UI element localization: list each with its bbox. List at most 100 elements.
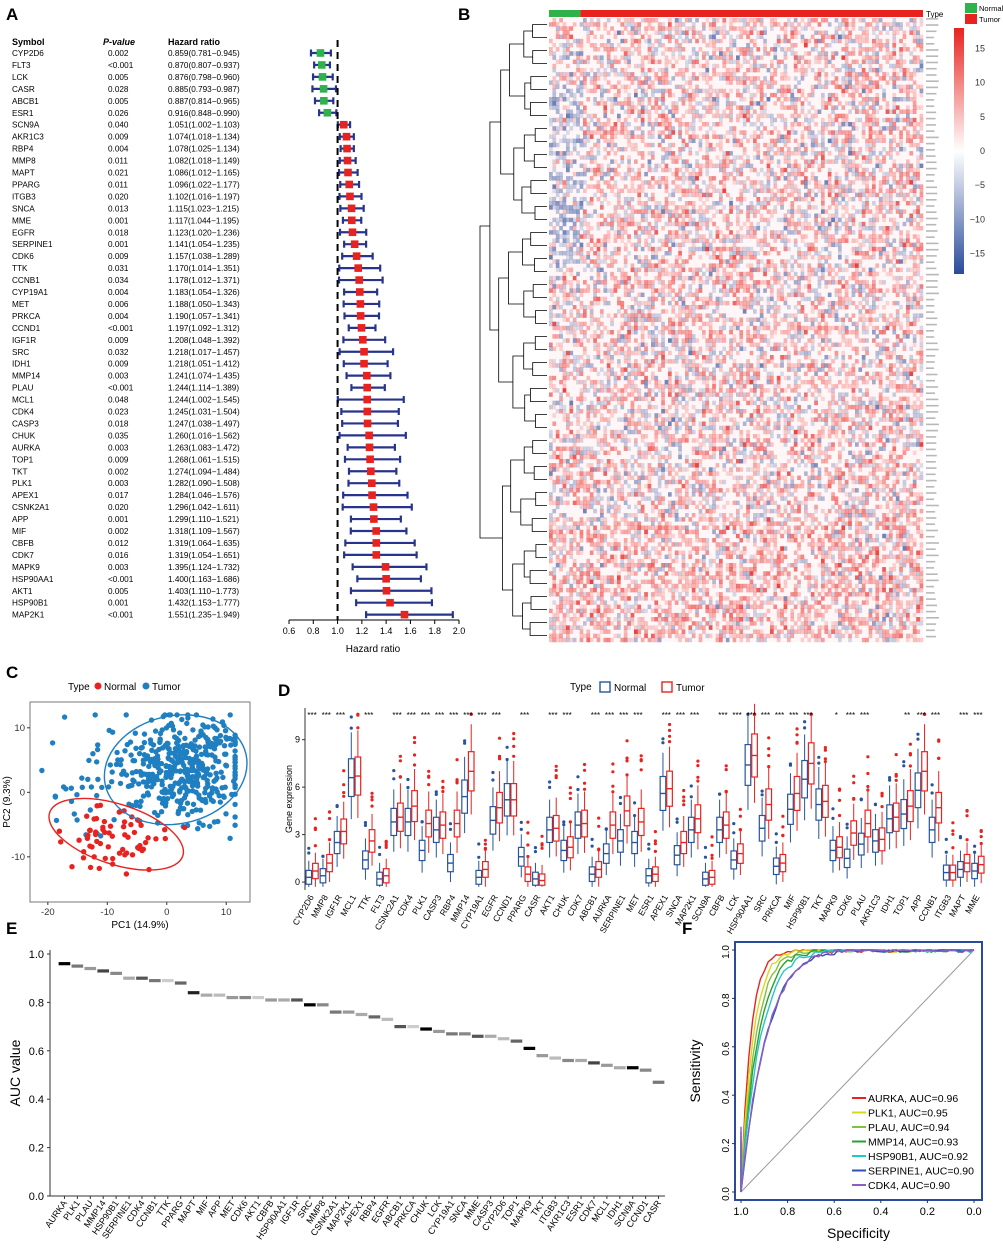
heatmap-cell — [668, 30, 672, 35]
heatmap-cell — [583, 109, 587, 114]
heatmap-cell — [831, 55, 835, 60]
heatmap-cell — [882, 317, 886, 322]
heatmap-cell — [688, 109, 693, 114]
heatmap-cell — [569, 92, 574, 98]
heatmap-cell — [681, 284, 686, 289]
heatmap-cell — [698, 305, 703, 310]
heatmap-cell — [705, 209, 710, 214]
heatmap-cell — [600, 126, 604, 131]
heatmap-cell — [719, 288, 723, 293]
heatmap-cell — [722, 205, 727, 210]
heatmap-cell — [640, 117, 645, 123]
heatmap-cell — [576, 105, 580, 110]
heatmap-cell — [637, 305, 642, 310]
heatmap-cell — [912, 259, 917, 264]
heatmap-cell — [559, 34, 563, 40]
heatmap-cell — [712, 147, 716, 152]
heatmap-cell — [654, 217, 659, 223]
heatmap-cell — [671, 109, 676, 114]
heatmap-cell — [566, 330, 570, 335]
heatmap-cell — [593, 76, 597, 81]
heatmap-cell — [681, 213, 686, 218]
forest-row-idh1-pvalue: 0.009 — [108, 360, 129, 369]
heatmap-cell — [651, 84, 655, 90]
heatmap-cell — [698, 47, 703, 52]
heatmap-cell — [851, 76, 856, 81]
heatmap-cell — [770, 171, 774, 177]
heatmap-cell — [566, 184, 570, 189]
heatmap-cell — [872, 51, 876, 56]
heatmap-cell — [695, 51, 699, 56]
heatmap-cell — [661, 155, 665, 160]
heatmap-cell — [732, 300, 737, 306]
heatmap-cell — [909, 180, 914, 185]
heatmap-cell — [695, 163, 699, 169]
heatmap-cell — [851, 163, 856, 169]
heatmap-cell — [817, 213, 822, 218]
heatmap-cell — [623, 117, 628, 123]
heatmap-cell — [671, 275, 676, 281]
heatmap-cell — [753, 209, 757, 214]
heatmap-cell — [729, 330, 733, 335]
heatmap-cell — [732, 134, 737, 139]
heatmap-cell — [603, 255, 608, 260]
heatmap-cell — [617, 196, 621, 202]
forest-row-ccnb1-hr-text: 1.178(1.012−1.371) — [168, 276, 240, 285]
heatmap-cell — [685, 238, 689, 243]
heatmap-cell — [831, 196, 835, 202]
heatmap-cell — [790, 288, 795, 293]
heatmap-cell — [766, 325, 771, 331]
heatmap-cell — [895, 209, 900, 214]
heatmap-cell — [800, 296, 805, 302]
heatmap-cell — [562, 76, 567, 81]
heatmap-cell — [895, 180, 900, 185]
heatmap-cell — [579, 321, 584, 327]
heatmap-cell — [657, 105, 662, 110]
heatmap-cell — [912, 117, 917, 123]
heatmap-cell — [613, 30, 618, 35]
heatmap-cell — [559, 18, 563, 23]
heatmap-cell — [892, 221, 897, 227]
heatmap-cell — [566, 296, 570, 302]
heatmap-cell — [885, 101, 890, 106]
heatmap-cell — [562, 105, 567, 110]
heatmap-cell — [691, 22, 696, 27]
heatmap-cell — [623, 209, 628, 214]
heatmap-cell — [889, 138, 893, 144]
heatmap-cell — [800, 101, 805, 106]
heatmap-cell — [552, 217, 557, 223]
heatmap-cell — [749, 201, 754, 206]
heatmap-cell — [576, 117, 580, 123]
heatmap-cell — [861, 130, 866, 135]
heatmap-cell — [817, 263, 822, 268]
heatmap-cell — [892, 147, 897, 152]
heatmap-cell — [562, 292, 567, 298]
heatmap-cell — [617, 334, 621, 339]
heatmap-cell — [552, 130, 557, 135]
heatmap-cell — [555, 251, 560, 256]
heatmap-cell — [566, 72, 570, 77]
heatmap-cell — [671, 321, 676, 327]
heatmap-cell — [783, 126, 788, 131]
heatmap-cell — [780, 84, 784, 90]
heatmap-cell — [600, 176, 604, 181]
heatmap-cell — [688, 288, 693, 293]
heatmap-cell — [902, 72, 907, 77]
heatmap-cell — [705, 51, 710, 56]
heatmap-cell — [732, 246, 737, 252]
heatmap-cell — [872, 151, 876, 156]
heatmap-cell — [766, 188, 771, 194]
heatmap-cell — [719, 51, 723, 56]
heatmap-cell — [783, 296, 788, 302]
forest-row-plau-hr-text: 1.244(1.114−1.389) — [168, 384, 239, 393]
heatmap-cell — [640, 138, 645, 144]
heatmap-cell — [759, 321, 764, 327]
heatmap-cell — [722, 51, 727, 56]
heatmap-cell — [841, 300, 846, 306]
heatmap-cell — [787, 38, 791, 44]
heatmap-cell — [606, 234, 611, 239]
heatmap-cell — [695, 30, 699, 35]
heatmap-cell — [739, 321, 744, 327]
heatmap-cell — [885, 288, 890, 293]
forest-row-esr1-hr-marker — [323, 108, 332, 117]
